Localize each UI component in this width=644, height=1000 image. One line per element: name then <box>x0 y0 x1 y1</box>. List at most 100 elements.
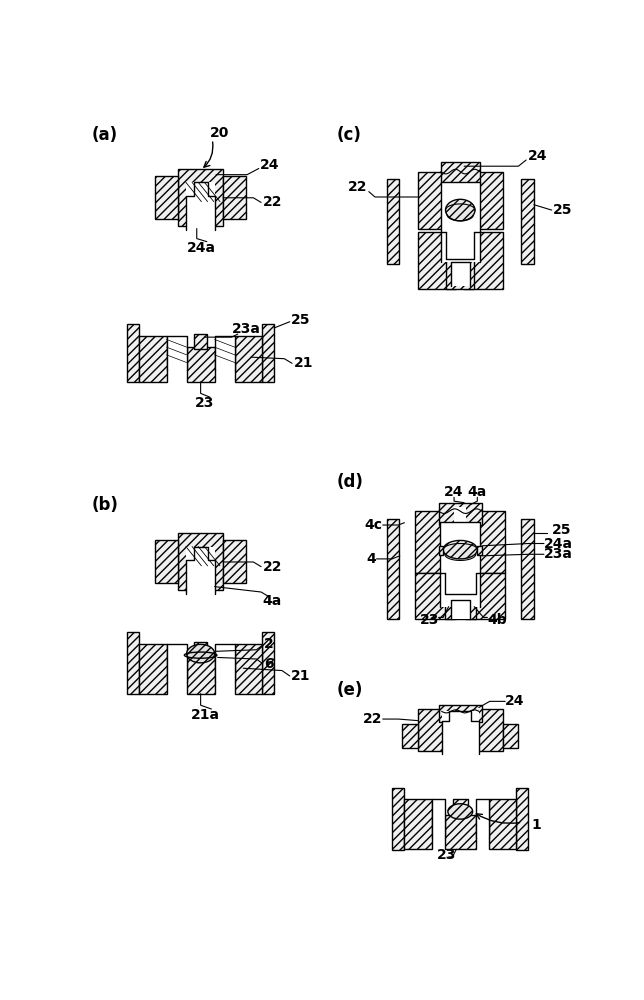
Bar <box>234 644 262 694</box>
Text: 20: 20 <box>210 126 229 140</box>
Bar <box>194 642 207 659</box>
Text: 4c: 4c <box>365 518 383 532</box>
Bar <box>451 262 469 286</box>
Bar <box>445 815 476 849</box>
Bar <box>489 799 516 849</box>
Text: 24: 24 <box>260 158 279 172</box>
Bar <box>465 511 505 573</box>
Bar <box>187 657 214 694</box>
Text: 23a: 23a <box>232 322 261 336</box>
Ellipse shape <box>187 644 214 663</box>
Bar <box>127 324 139 382</box>
Bar <box>392 788 404 850</box>
Bar <box>186 182 215 230</box>
Text: 22: 22 <box>363 712 383 726</box>
Bar <box>187 347 214 382</box>
Bar <box>522 519 534 619</box>
Text: 2: 2 <box>264 637 274 651</box>
Bar <box>214 336 234 370</box>
Text: 4a: 4a <box>263 594 282 608</box>
Text: 24a: 24a <box>544 536 573 550</box>
Text: (e): (e) <box>336 681 363 699</box>
Bar <box>503 724 518 748</box>
Bar <box>465 573 505 619</box>
Ellipse shape <box>446 199 475 221</box>
Text: 22: 22 <box>348 180 367 194</box>
Text: 6: 6 <box>264 657 274 671</box>
Bar <box>139 336 167 382</box>
Bar <box>127 632 139 694</box>
Text: 22: 22 <box>263 195 282 209</box>
Text: 23: 23 <box>437 848 456 862</box>
Bar <box>464 172 503 229</box>
Bar <box>451 600 469 619</box>
Bar <box>402 724 417 748</box>
Text: 25: 25 <box>291 313 311 327</box>
Bar <box>446 259 474 289</box>
Text: 1: 1 <box>531 818 542 832</box>
Bar <box>441 162 480 185</box>
Bar <box>417 172 457 229</box>
Bar <box>516 788 529 850</box>
Text: (c): (c) <box>336 126 361 144</box>
Bar <box>178 533 223 590</box>
Text: 21a: 21a <box>191 708 220 722</box>
Bar <box>439 546 443 555</box>
Text: 4: 4 <box>367 552 377 566</box>
Bar <box>178 169 223 226</box>
Text: 21: 21 <box>294 356 313 370</box>
Bar <box>386 179 399 264</box>
Text: (a): (a) <box>91 126 117 144</box>
Bar <box>431 799 445 838</box>
Ellipse shape <box>448 804 473 819</box>
Bar <box>167 644 187 682</box>
Bar <box>415 511 455 573</box>
Bar <box>223 540 247 583</box>
Text: 4b: 4b <box>488 613 507 628</box>
Bar <box>404 799 431 849</box>
Bar <box>234 336 262 382</box>
Text: 24: 24 <box>505 694 525 708</box>
Bar <box>417 709 453 751</box>
Bar <box>468 709 503 751</box>
Bar <box>440 522 480 607</box>
Bar <box>439 503 482 525</box>
Bar <box>186 547 215 594</box>
Text: 24a: 24a <box>187 241 216 255</box>
Text: 24: 24 <box>527 149 547 163</box>
Bar <box>453 799 468 816</box>
Text: 25: 25 <box>552 523 571 537</box>
Ellipse shape <box>443 540 477 559</box>
Bar <box>223 176 247 219</box>
Text: 21: 21 <box>291 669 311 683</box>
Bar <box>442 711 479 754</box>
Bar <box>464 232 503 289</box>
Bar <box>477 546 482 555</box>
Bar <box>522 179 534 264</box>
Bar <box>476 799 489 838</box>
Bar <box>439 705 482 722</box>
Bar <box>155 176 178 219</box>
Bar <box>167 336 187 370</box>
Bar <box>454 507 466 523</box>
Text: 4a: 4a <box>468 485 487 499</box>
Text: 23a: 23a <box>544 547 573 561</box>
Bar <box>139 644 167 694</box>
Text: (d): (d) <box>336 473 363 491</box>
Bar <box>415 573 455 619</box>
Text: 22: 22 <box>263 560 282 574</box>
Bar <box>445 594 476 619</box>
Text: 25: 25 <box>553 203 573 217</box>
Bar <box>262 324 274 382</box>
Bar <box>441 182 480 262</box>
Text: (b): (b) <box>91 496 118 514</box>
Text: 23: 23 <box>195 396 214 410</box>
Bar <box>262 632 274 694</box>
Bar <box>155 540 178 583</box>
Text: 24: 24 <box>444 485 464 499</box>
Text: 23: 23 <box>419 613 439 628</box>
Bar <box>417 232 457 289</box>
Bar <box>386 519 399 619</box>
Bar <box>194 334 207 349</box>
Bar <box>214 644 234 682</box>
